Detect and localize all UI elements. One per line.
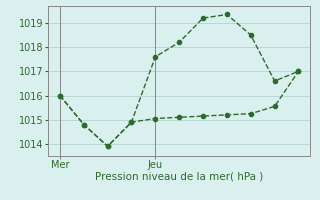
- X-axis label: Pression niveau de la mer( hPa ): Pression niveau de la mer( hPa ): [95, 172, 263, 182]
